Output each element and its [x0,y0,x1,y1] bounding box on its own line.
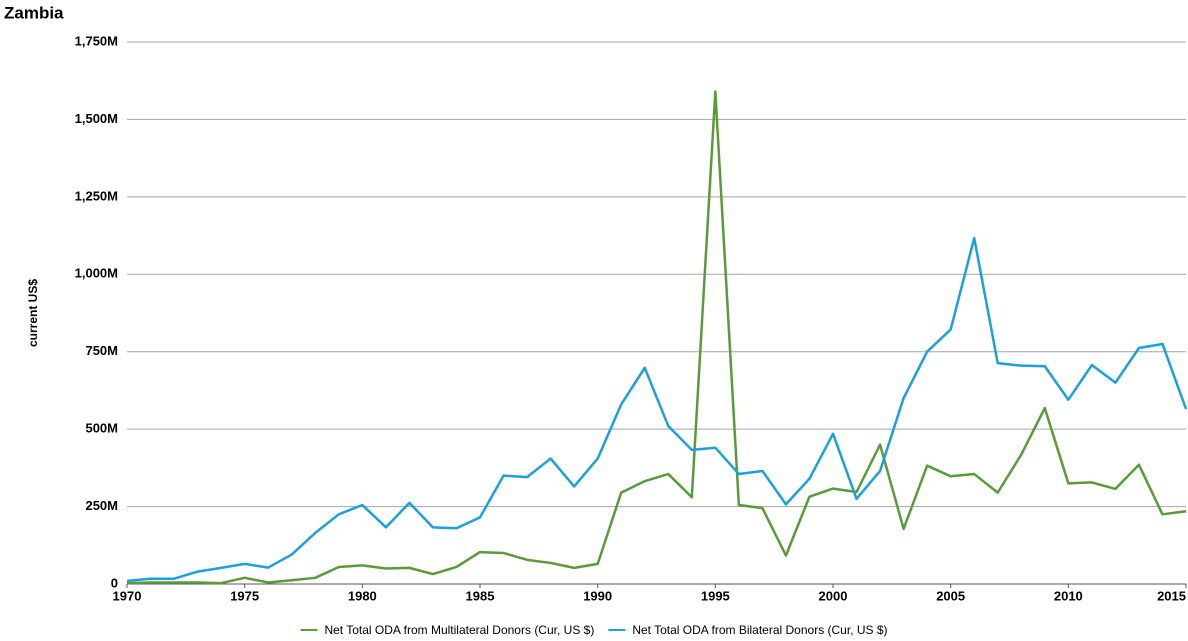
chart-title: Zambia [4,3,64,22]
y-tick-label: 1,500M [75,111,118,126]
x-tick-label: 2015 [1157,588,1186,603]
x-tick-label: 1985 [466,588,495,603]
x-tick-label: 1970 [113,588,142,603]
y-tick-label: 750M [85,343,118,358]
x-tick-label: 1995 [701,588,730,603]
x-tick-label: 1975 [230,588,259,603]
y-tick-label: 500M [85,421,118,436]
legend-label: Net Total ODA from Multilateral Donors (… [324,623,594,637]
y-tick-label: 250M [85,498,118,513]
y-axis-label: current US$ [26,279,40,347]
y-tick-label: 1,250M [75,188,118,203]
y-tick-label: 0 [111,575,118,590]
series-line [126,90,1187,585]
x-tick-label: 1980 [348,588,377,603]
x-tick-label: 1990 [583,588,612,603]
series-line [126,236,1188,583]
y-tick-label: 1,750M [75,33,118,48]
x-tick-label: 2005 [936,588,965,603]
x-tick-label: 2000 [819,588,848,603]
legend: Net Total ODA from Multilateral Donors (… [300,623,888,637]
y-tick-label: 1,000M [75,266,118,281]
legend-label: Net Total ODA from Bilateral Donors (Cur… [632,623,887,637]
x-tick-label: 2010 [1054,588,1083,603]
